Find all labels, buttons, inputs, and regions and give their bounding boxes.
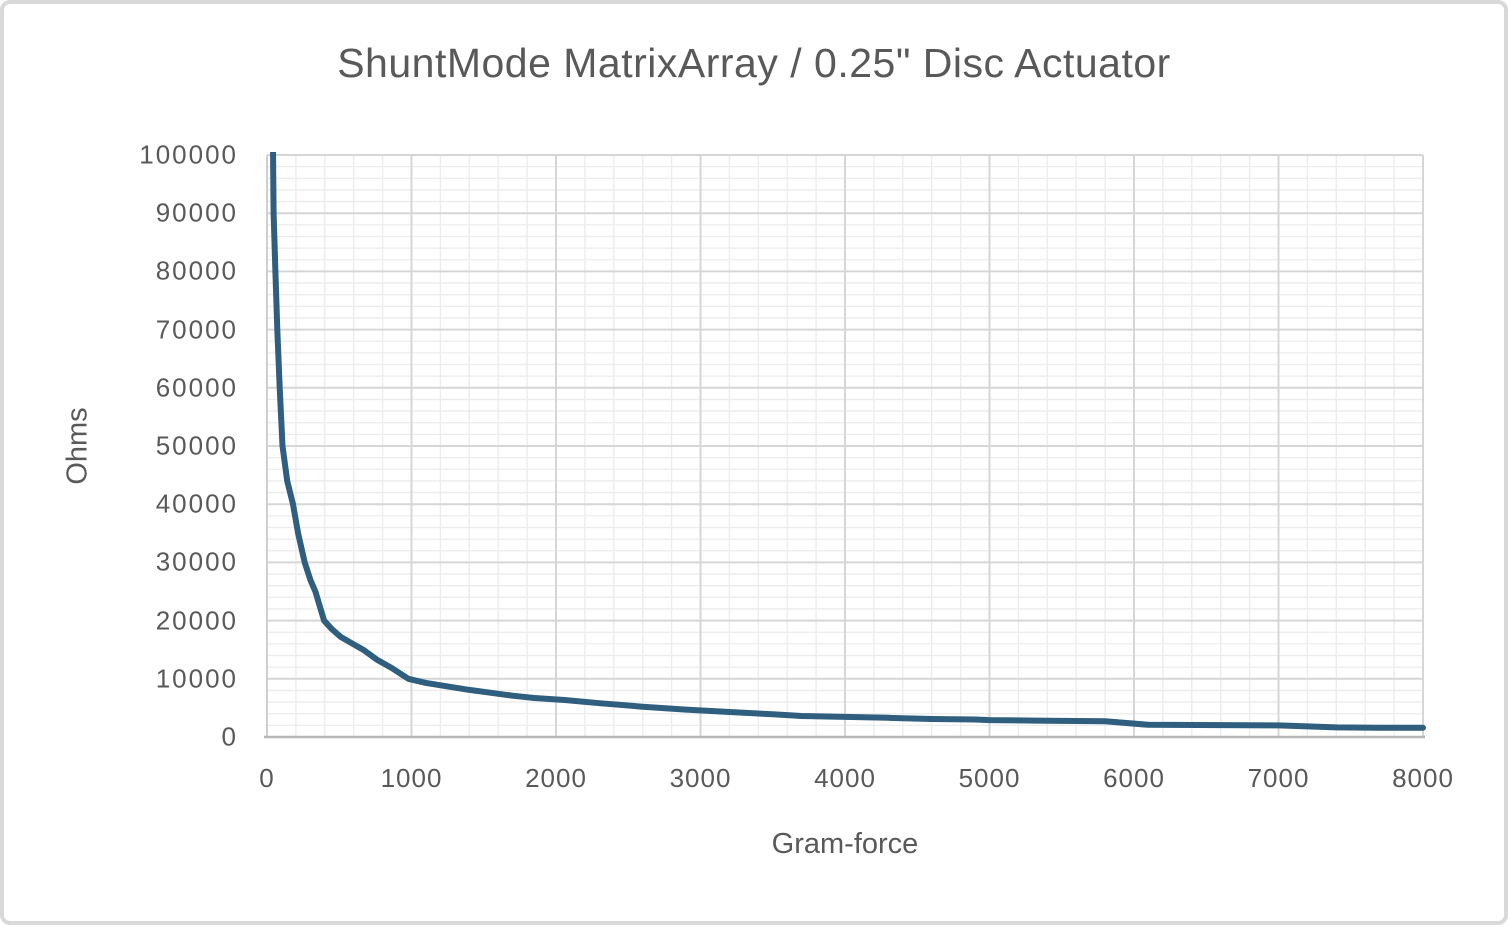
x-axis-tick-label: 5000 [958, 763, 1021, 793]
y-axis-tick-label: 90000 [155, 197, 238, 228]
x-axis-tick-label: 0 [259, 763, 275, 793]
x-axis-tick-label: 3000 [669, 763, 732, 793]
x-axis-title: Gram-force [771, 828, 919, 860]
y-axis-tick-label: 60000 [155, 372, 238, 403]
x-axis-tick-label: 2000 [525, 763, 587, 793]
y-axis-tick-label: 0 [221, 721, 238, 752]
major-gridlines [267, 154, 1424, 737]
axis-lines [264, 155, 1425, 739]
y-axis-tick-label: 10000 [155, 663, 238, 694]
data-series-line [270, 152, 1426, 731]
y-axis-title: Ohms [61, 407, 94, 485]
y-axis-tick-label: 40000 [155, 488, 238, 519]
x-axis-tick-label: 7000 [1247, 763, 1310, 793]
y-axis-tick-label: 50000 [155, 430, 238, 461]
y-axis-tick-label: 20000 [155, 605, 238, 636]
y-axis-tick-label: 30000 [155, 546, 238, 577]
x-axis-tick-label: 1000 [380, 763, 443, 793]
y-axis-tick-label: 80000 [155, 255, 238, 286]
x-axis-tick-label: 4000 [814, 763, 876, 793]
y-axis-tick-label: 100000 [139, 139, 238, 170]
x-axis-tick-label: 8000 [1392, 763, 1454, 793]
x-axis-tick-label: 6000 [1103, 763, 1165, 793]
y-axis-tick-label: 70000 [155, 314, 238, 345]
chart-title: ShuntMode MatrixArray / 0.25" Disc Actua… [337, 40, 1171, 86]
